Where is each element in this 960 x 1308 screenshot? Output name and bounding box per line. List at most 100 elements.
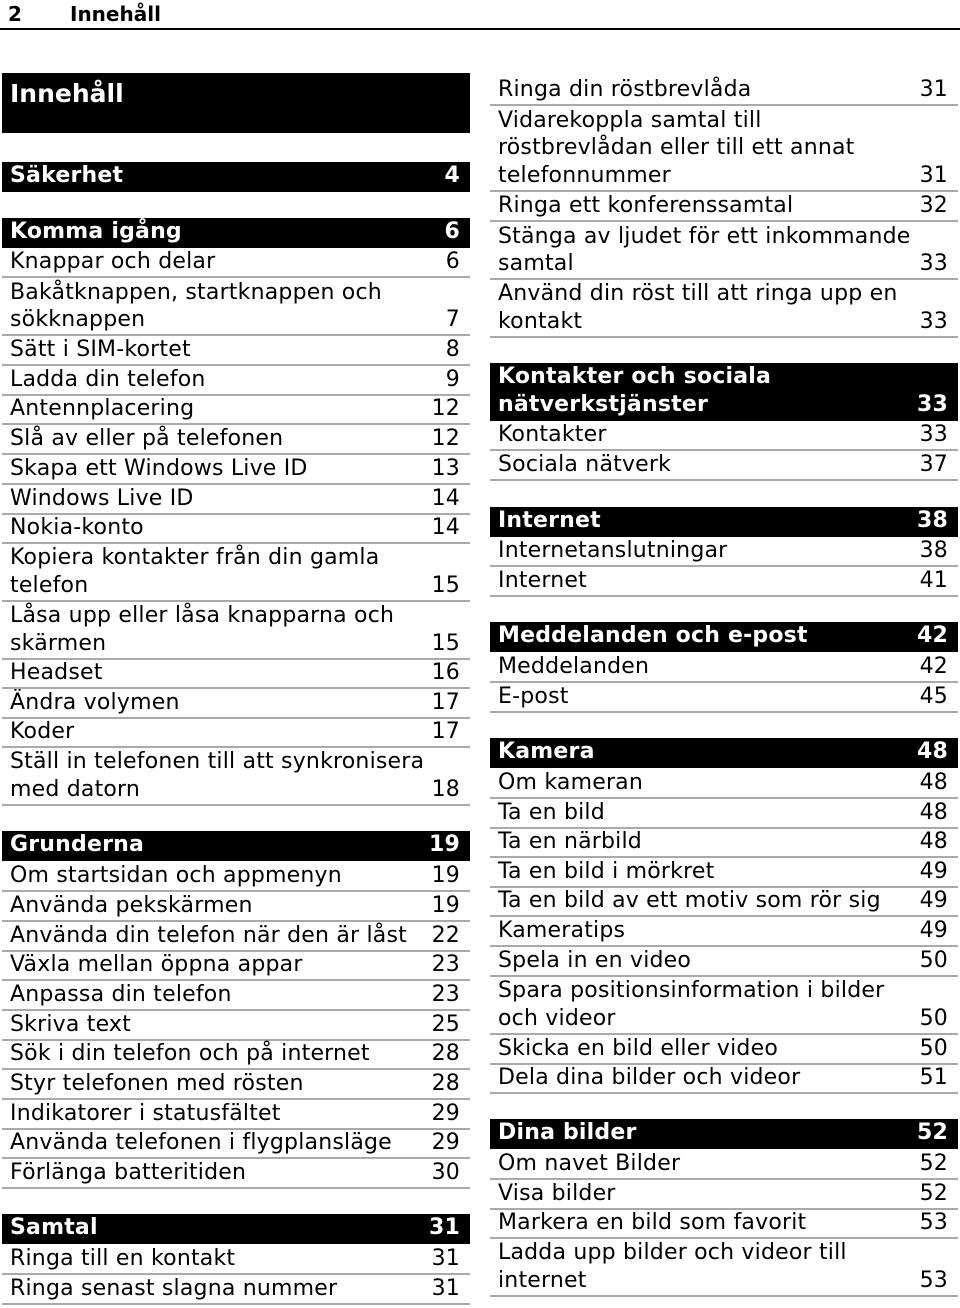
toc-entry-antennplacering[interactable]: Antennplacering 12 — [2, 395, 470, 425]
toc-entry-spara-positionsinformation-i-bilder[interactable]: Spara positionsinformation i bilder — [490, 977, 958, 1007]
toc-entry-samtal[interactable]: samtal 33 — [490, 250, 958, 280]
toc-section-dina-bilder[interactable]: Dina bilder 52 — [490, 1119, 958, 1149]
toc-entry-stall-in-telefonen-till-att-synkronisera[interactable]: Ställ in telefonen till att synkronisera — [2, 748, 470, 778]
main-title: Innehåll — [2, 73, 470, 133]
toc-entry-ladda-upp-bilder-och-videor-till[interactable]: Ladda upp bilder och videor till — [490, 1239, 958, 1269]
toc-entry-internetanslutningar[interactable]: Internetanslutningar 38 — [490, 537, 958, 567]
toc-section-sakerhet[interactable]: Säkerhet 4 — [2, 162, 470, 192]
toc-entry-med-datorn[interactable]: med datorn 18 — [2, 776, 470, 806]
toc-entry-stanga-av-ljudet-for-ett-inkommande[interactable]: Stänga av ljudet för ett inkommande — [490, 223, 958, 253]
toc-entry-visa-bilder[interactable]: Visa bilder 52 — [490, 1180, 958, 1210]
toc-entry-ta-en-bild[interactable]: Ta en bild 48 — [490, 799, 958, 829]
toc-entry-andra-volymen[interactable]: Ändra volymen 17 — [2, 689, 470, 719]
toc-entry-ringa-till-en-kontakt[interactable]: Ringa till en kontakt 31 — [2, 1245, 470, 1275]
toc-entry-anvanda-din-telefon-nar-den-ar-last[interactable]: Använda din telefon när den är låst 22 — [2, 922, 470, 952]
toc-entry-indikatorer-i-statusfaltet[interactable]: Indikatorer i statusfältet 29 — [2, 1100, 470, 1130]
toc-section-meddelanden-och-e-post[interactable]: Meddelanden och e-post 42 — [490, 622, 958, 652]
toc-page-number: 50 — [919, 948, 948, 973]
toc-section-komma-igang[interactable]: Komma igång 6 — [2, 218, 470, 248]
toc-entry-ta-en-narbild[interactable]: Ta en närbild 48 — [490, 828, 958, 858]
toc-entry-title: Komma igång — [10, 219, 182, 244]
toc-entry-sla-av-eller-pa-telefonen[interactable]: Slå av eller på telefonen 12 — [2, 425, 470, 455]
toc-entry-rostbrevladan-eller-till-ett-annat[interactable]: röstbrevlådan eller till ett annat — [490, 134, 958, 164]
toc-entry-ta-en-bild-i-morkret[interactable]: Ta en bild i mörkret 49 — [490, 858, 958, 888]
toc-entry-nokia-konto[interactable]: Nokia-konto 14 — [2, 514, 470, 544]
toc-entry-anpassa-din-telefon[interactable]: Anpassa din telefon 23 — [2, 981, 470, 1011]
toc-entry-internet[interactable]: Internet 41 — [490, 567, 958, 597]
toc-entry-title: Ringa din röstbrevlåda — [498, 77, 752, 102]
toc-entry-e-post[interactable]: E-post 45 — [490, 683, 958, 713]
toc-entry-ringa-din-rostbrevlada[interactable]: Ringa din röstbrevlåda 31 — [490, 76, 958, 106]
toc-entry-title: Ladda din telefon — [10, 367, 206, 392]
toc-entry-headset[interactable]: Headset 16 — [2, 659, 470, 689]
toc-entry-ringa-ett-konferenssamtal[interactable]: Ringa ett konferenssamtal 32 — [490, 192, 958, 222]
toc-entry-windows-live-id[interactable]: Windows Live ID 14 — [2, 485, 470, 515]
toc-entry-title: kontakt — [498, 309, 583, 334]
toc-entry-anvanda-telefonen-i-flygplanslage[interactable]: Använda telefonen i flygplansläge 29 — [2, 1129, 470, 1159]
toc-entry-title: Ta en bild — [498, 800, 605, 825]
toc-page-number: 32 — [919, 193, 948, 218]
toc-entry-title: Dela dina bilder och videor — [498, 1065, 801, 1090]
toc-entry-skicka-en-bild-eller-video[interactable]: Skicka en bild eller video 50 — [490, 1035, 958, 1065]
toc-entry-title: samtal — [498, 251, 574, 276]
toc-entry-sok-i-din-telefon-och-pa-internet[interactable]: Sök i din telefon och på internet 28 — [2, 1040, 470, 1070]
toc-entry-om-startsidan-och-appmenyn[interactable]: Om startsidan och appmenyn 19 — [2, 862, 470, 892]
toc-entry-lasa-upp-eller-lasa-knapparna-och[interactable]: Låsa upp eller låsa knapparna och — [2, 602, 470, 632]
toc-entry-vidarekoppla-samtal-till[interactable]: Vidarekoppla samtal till — [490, 107, 958, 137]
toc-entry-telefon[interactable]: telefon 15 — [2, 572, 470, 602]
toc-entry-title: Ringa senast slagna nummer — [10, 1276, 338, 1301]
toc-entry-sociala-natverk[interactable]: Sociala nätverk 37 — [490, 451, 958, 481]
toc-entry-knappar-och-delar[interactable]: Knappar och delar 6 — [2, 248, 470, 278]
toc-entry-kameratips[interactable]: Kameratips 49 — [490, 917, 958, 947]
toc-page-number: 28 — [431, 1071, 460, 1096]
toc-entry-ringa-senast-slagna-nummer[interactable]: Ringa senast slagna nummer 31 — [2, 1275, 470, 1305]
header-title: Innehåll — [70, 2, 161, 26]
toc-page-number: 38 — [919, 538, 948, 563]
toc-section-kontakter-och-sociala[interactable]: Kontakter och sociala — [490, 363, 958, 393]
toc-entry-ta-en-bild-av-ett-motiv-som-ror-sig[interactable]: Ta en bild av ett motiv som rör sig 49 — [490, 887, 958, 917]
toc-entry-forlanga-batteritiden[interactable]: Förlänga batteritiden 30 — [2, 1159, 470, 1189]
toc-entry-kontakter[interactable]: Kontakter 33 — [490, 421, 958, 451]
toc-entry-anvand-din-rost-till-att-ringa-upp-en[interactable]: Använd din röst till att ringa upp en — [490, 280, 958, 310]
toc-entry-sokknappen[interactable]: sökknappen 7 — [2, 306, 470, 336]
toc-entry-kopiera-kontakter-fran-din-gamla[interactable]: Kopiera kontakter från din gamla — [2, 544, 470, 574]
toc-entry-skriva-text[interactable]: Skriva text 25 — [2, 1011, 470, 1041]
toc-page-number: 19 — [431, 863, 460, 888]
toc-entry-markera-en-bild-som-favorit[interactable]: Markera en bild som favorit 53 — [490, 1209, 958, 1239]
toc-section-internet[interactable]: Internet 38 — [490, 507, 958, 537]
toc-entry-och-videor[interactable]: och videor 50 — [490, 1005, 958, 1035]
toc-page-number: 14 — [431, 486, 460, 511]
toc-section-natverkstjanster[interactable]: nätverkstjänster 33 — [490, 391, 958, 421]
toc-entry-spela-in-en-video[interactable]: Spela in en video 50 — [490, 947, 958, 977]
toc-entry-anvanda-pekskarmen[interactable]: Använda pekskärmen 19 — [2, 892, 470, 922]
toc-entry-om-navet-bilder[interactable]: Om navet Bilder 52 — [490, 1150, 958, 1180]
toc-entry-om-kameran[interactable]: Om kameran 48 — [490, 769, 958, 799]
toc-entry-title: Windows Live ID — [10, 486, 194, 511]
toc-entry-kontakt[interactable]: kontakt 33 — [490, 308, 958, 338]
toc-page-number: 15 — [431, 573, 460, 598]
toc-section-samtal[interactable]: Samtal 31 — [2, 1214, 470, 1244]
toc-entry-vaxla-mellan-oppna-appar[interactable]: Växla mellan öppna appar 23 — [2, 951, 470, 981]
toc-section-kamera[interactable]: Kamera 48 — [490, 738, 958, 768]
toc-entry-internet[interactable]: internet 53 — [490, 1267, 958, 1297]
toc-entry-title: Vidarekoppla samtal till — [498, 108, 762, 133]
toc-entry-title: Om navet Bilder — [498, 1151, 681, 1176]
toc-entry-styr-telefonen-med-rosten[interactable]: Styr telefonen med rösten 28 — [2, 1070, 470, 1100]
toc-entry-meddelanden[interactable]: Meddelanden 42 — [490, 653, 958, 683]
toc-entry-koder[interactable]: Koder 17 — [2, 718, 470, 748]
toc-entry-satt-i-sim-kortet[interactable]: Sätt i SIM-kortet 8 — [2, 336, 470, 366]
toc-entry-telefonnummer[interactable]: telefonnummer 31 — [490, 162, 958, 192]
toc-entry-skapa-ett-windows-live-id[interactable]: Skapa ett Windows Live ID 13 — [2, 455, 470, 485]
toc-entry-title: Kameratips — [498, 918, 626, 943]
toc-entry-title: sökknappen — [10, 307, 146, 332]
toc-entry-title: nätverkstjänster — [498, 392, 709, 417]
toc-page-number: 29 — [431, 1130, 460, 1155]
toc-entry-bakatknappen-startknappen-och[interactable]: Bakåtknappen, startknappen och — [2, 279, 470, 309]
toc-entry-skarmen[interactable]: skärmen 15 — [2, 630, 470, 660]
toc-entry-title: Internet — [498, 508, 601, 533]
toc-section-grunderna[interactable]: Grunderna 19 — [2, 831, 470, 861]
toc-entry-title: Om startsidan och appmenyn — [10, 863, 342, 888]
toc-entry-title: Säkerhet — [10, 163, 124, 188]
toc-entry-ladda-din-telefon[interactable]: Ladda din telefon 9 — [2, 366, 470, 396]
toc-entry-dela-dina-bilder-och-videor[interactable]: Dela dina bilder och videor 51 — [490, 1064, 958, 1094]
